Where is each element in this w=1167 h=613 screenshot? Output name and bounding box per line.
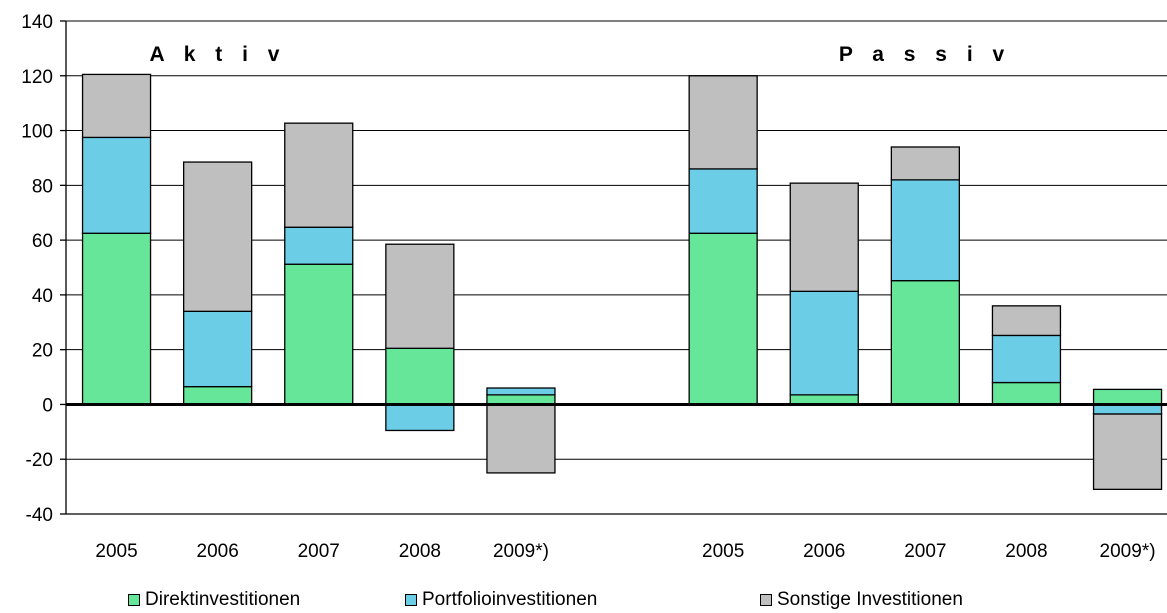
group-title: A k t i v xyxy=(150,43,287,66)
bars xyxy=(81,73,1163,490)
bar-segment-2 xyxy=(182,310,253,388)
legend-item-sonstige: Sonstige Investitionen xyxy=(760,589,963,611)
legend-swatch-direkt xyxy=(128,594,140,606)
y-tick-label: -20 xyxy=(26,450,53,471)
bar-segment-1 xyxy=(182,385,253,406)
bar-segment-1 xyxy=(81,232,152,406)
group-title: P a s s i v xyxy=(839,43,1011,66)
y-tick-label: 60 xyxy=(32,231,53,252)
y-tick-labels: -40 -20 0 20 40 60 80 100 120 140 xyxy=(21,12,53,526)
y-tick-label: 40 xyxy=(32,286,53,307)
y-tick-label: 80 xyxy=(32,176,53,197)
legend: Direktinvestitionen Portfolioinvestition… xyxy=(0,589,1167,613)
x-tick-label: 2007 xyxy=(298,541,340,562)
bar-segment-3 xyxy=(890,146,960,181)
bar-segment-2 xyxy=(789,290,859,396)
bar-segment-3 xyxy=(486,403,556,474)
bar-segment-2 xyxy=(991,334,1062,384)
bar-segment-3 xyxy=(81,73,152,139)
x-tick-label: 2006 xyxy=(197,541,239,562)
x-tick-label: 2009*) xyxy=(493,541,549,562)
bar-segment-3 xyxy=(385,243,455,349)
bar-segment-3 xyxy=(688,75,758,170)
bar-segment-3 xyxy=(284,122,354,228)
legend-label-portfolio: Portfolioinvestitionen xyxy=(422,589,598,610)
x-tick-label: 2008 xyxy=(399,541,441,562)
bar-segment-1 xyxy=(385,347,455,406)
bar-segment-3 xyxy=(991,305,1062,337)
legend-item-direkt: Direktinvestitionen xyxy=(128,589,300,611)
legend-label-direkt: Direktinvestitionen xyxy=(145,589,301,610)
legend-label-sonstige: Sonstige Investitionen xyxy=(777,589,963,610)
bar-segment-1 xyxy=(284,263,354,406)
bar-segment-1 xyxy=(688,232,758,406)
legend-swatch-portfolio xyxy=(405,594,417,606)
y-tick-label: -40 xyxy=(26,505,53,526)
y-tick-label: 120 xyxy=(21,67,53,88)
y-tick-label: 140 xyxy=(21,12,53,33)
y-tick-label: 20 xyxy=(32,341,53,362)
bar-segment-3 xyxy=(1092,413,1163,490)
bar-segment-1 xyxy=(890,279,960,406)
x-tick-label: 2008 xyxy=(1005,541,1047,562)
bar-segment-1 xyxy=(1092,388,1163,406)
legend-item-portfolio: Portfolioinvestitionen xyxy=(405,589,597,611)
bar-segment-2 xyxy=(385,403,455,432)
bar-segment-2 xyxy=(890,179,960,282)
x-tick-label: 2006 xyxy=(803,541,845,562)
x-tick-label: 2005 xyxy=(95,541,137,562)
bar-segment-2 xyxy=(81,136,152,234)
x-tick-label: 2007 xyxy=(904,541,946,562)
x-tick-label: 2005 xyxy=(702,541,744,562)
bar-segment-2 xyxy=(284,226,354,265)
bar-segment-2 xyxy=(486,387,556,396)
y-tick-label: 100 xyxy=(21,122,53,143)
bar-segment-3 xyxy=(789,182,859,292)
x-tick-label: 2009*) xyxy=(1100,541,1156,562)
bar-segment-3 xyxy=(182,161,253,312)
bar-segment-1 xyxy=(991,381,1062,406)
y-tick-label: 0 xyxy=(42,395,53,416)
legend-swatch-sonstige xyxy=(760,594,772,606)
axes xyxy=(60,20,1167,515)
x-tick-labels: 2005 2006 2007 2008 2009*) 2005 2006 2007 2008 20… xyxy=(95,541,1155,562)
bar-segment-2 xyxy=(688,168,758,234)
